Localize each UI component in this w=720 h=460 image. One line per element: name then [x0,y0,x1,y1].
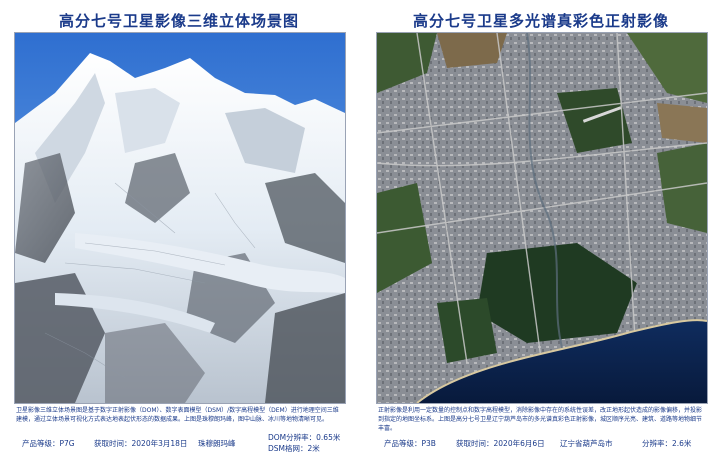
right-resolution: 分辨率：2.6米 [642,439,692,448]
right-level: 产品等级：P3B [384,439,436,448]
right-metadata: 产品等级：P3B 获取时间：2020年6月6日 辽宁省葫芦岛市 分辨率：2.6米 [378,432,704,454]
left-title: 高分七号卫星影像三维立体场景图 [58,12,299,30]
right-date: 获取时间：2020年6月6日 [456,439,545,448]
right-description: 正射影像是利用一定数量的控制点和数字高程模型，消除影像中存在的系统性误差，改正地… [378,407,703,432]
left-panel: 高分七号卫星影像三维立体场景图 [4,0,354,460]
left-place: 珠穆朗玛峰 [198,439,236,448]
left-date: 获取时间：2020年3月18日 [94,439,188,448]
mountain-image [14,32,346,404]
mountain-scene-graphic [15,33,345,403]
left-level: 产品等级：P7G [22,439,75,448]
left-dom-resolution: DOM分辨率：0.65米 [268,433,341,442]
right-place: 辽宁省葫芦岛市 [560,439,613,448]
left-dsm-grid: DSM格网：2米 [268,444,320,453]
left-description: 卫星影像三维立体场景图是基于数字正射影像（DOM）、数字表面模型（DSM）/数字… [16,407,339,423]
city-orthophoto-graphic [377,33,707,403]
city-orthophoto-image [376,32,708,404]
left-metadata: 产品等级：P7G 获取时间：2020年3月18日 珠穆朗玛峰 DOM分辨率：0.… [16,432,342,454]
right-title: 高分七号卫星多光谱真彩色正射影像 [412,12,669,30]
right-panel: 高分七号卫星多光谱真彩色正射影像 [366,0,716,460]
